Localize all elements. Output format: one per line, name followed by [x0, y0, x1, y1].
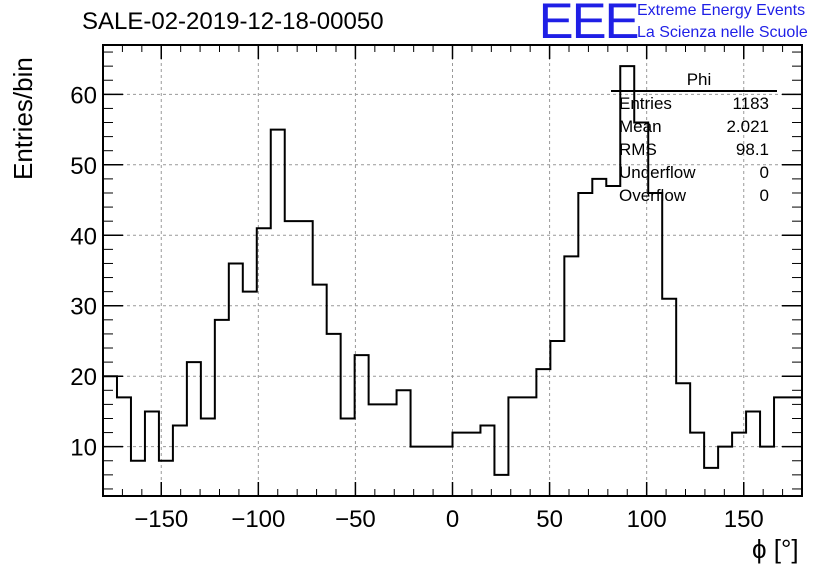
stats-label: Mean	[619, 117, 662, 136]
stats-value: 2.021	[726, 117, 769, 136]
x-tick-label: 150	[724, 506, 764, 533]
x-tick-label: −150	[134, 506, 188, 533]
y-tick-label: 60	[70, 82, 97, 109]
axis-tick-labels: −150 −100 −50 0 50 100 150 10 20 30 40 50 60	[70, 82, 763, 533]
x-tick-label: 50	[536, 506, 563, 533]
y-tick-label: 50	[70, 153, 97, 180]
x-axis-label: ϕ [°]	[752, 534, 799, 564]
brand-line-1: Extreme Energy Events	[637, 2, 806, 19]
y-tick-label: 30	[70, 294, 97, 321]
histogram-series	[103, 65, 802, 476]
y-tick-label: 20	[70, 364, 97, 391]
stats-value: 0	[759, 186, 769, 205]
stats-value: 1183	[732, 94, 769, 113]
brand-line-2: La Scienza nelle Scuole	[637, 24, 808, 41]
grid-lines	[103, 45, 802, 496]
stats-label: Entries	[619, 94, 672, 113]
eee-logo: EEE	[538, 0, 640, 49]
x-tick-label: 0	[446, 506, 459, 533]
stats-label: Overflow	[619, 186, 687, 205]
y-tick-label: 40	[70, 223, 97, 250]
run-title: SALE-02-2019-12-18-00050	[82, 8, 384, 35]
stats-label: RMS	[619, 140, 657, 159]
stats-row-entries: Entries 1183	[611, 92, 777, 115]
x-tick-label: −50	[335, 506, 376, 533]
stats-value: 98.1	[735, 140, 769, 159]
stats-divider	[611, 90, 777, 92]
stats-row-mean: Mean 2.021	[611, 115, 777, 138]
y-axis-label: Entries/bin	[8, 57, 38, 180]
x-tick-label: −100	[231, 506, 285, 533]
stats-row-rms: RMS 98.1	[611, 138, 777, 161]
y-tick-label: 10	[70, 435, 97, 462]
axis-ticks	[103, 45, 802, 496]
stats-label: Underflow	[619, 163, 696, 182]
stats-value: 0	[759, 163, 769, 182]
stats-row-underflow: Underflow 0	[611, 161, 777, 184]
x-tick-label: 100	[627, 506, 667, 533]
stats-box: Phi Entries 1183 Mean 2.021 RMS 98.1 Und…	[611, 70, 777, 207]
stats-title: Phi	[686, 70, 712, 89]
stats-row-overflow: Overflow 0	[611, 184, 777, 207]
